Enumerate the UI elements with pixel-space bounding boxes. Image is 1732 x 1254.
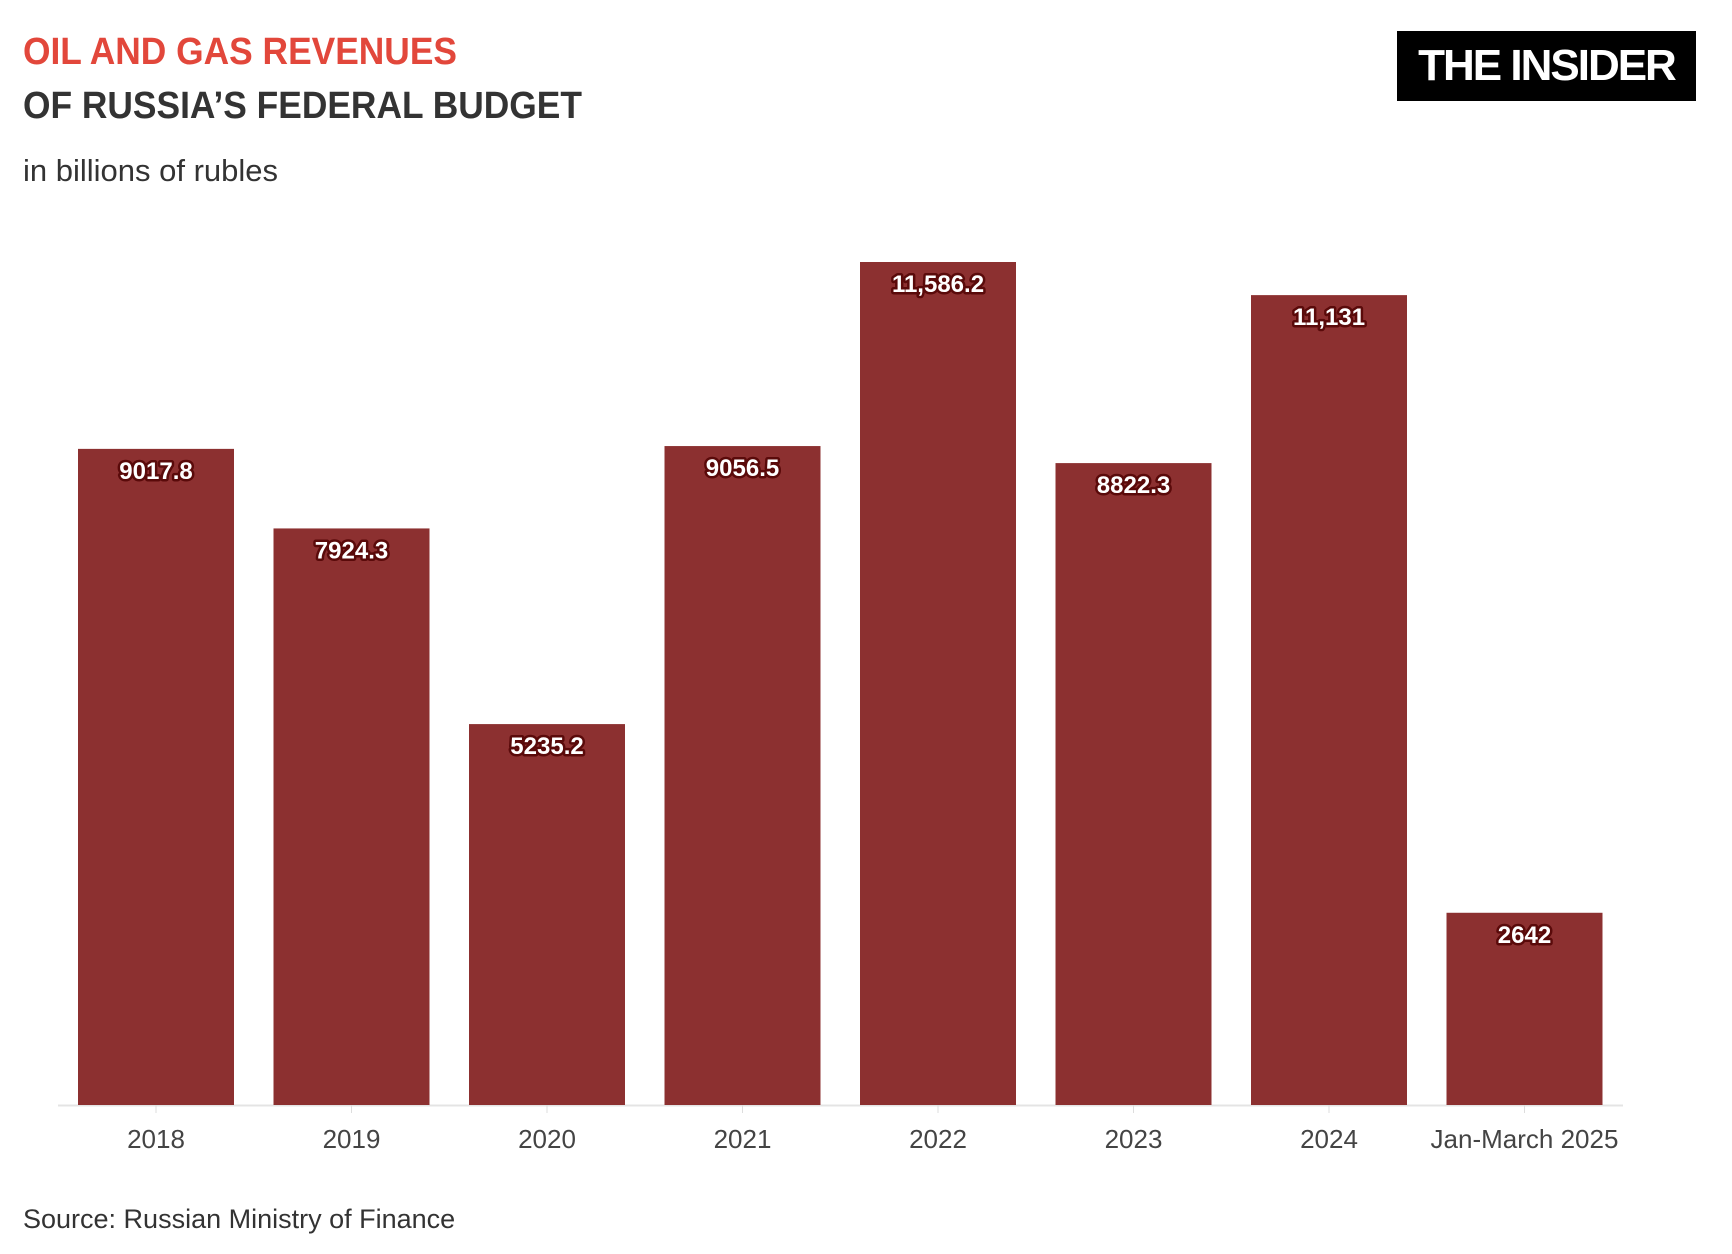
bar-Jan-March 2025 — [1446, 912, 1603, 1105]
data-label: 7924.3 — [315, 537, 388, 564]
chart-title-line2: OF RUSSIA’S FEDERAL BUDGET — [23, 85, 582, 127]
x-tick-label: 2023 — [1105, 1124, 1163, 1154]
bar-2019 — [273, 528, 430, 1105]
x-tick-label: 2020 — [518, 1124, 576, 1154]
bar-2021 — [664, 446, 821, 1106]
x-tick-label: 2018 — [127, 1124, 185, 1154]
x-tick-label: 2022 — [909, 1124, 967, 1154]
data-label: 2642 — [1498, 922, 1551, 949]
source-note: Source: Russian Ministry of Finance — [23, 1204, 456, 1234]
data-label: 8822.3 — [1097, 472, 1170, 499]
bar-2018 — [78, 448, 234, 1105]
data-label: 11,586.2 — [892, 271, 984, 298]
bar-2024 — [1251, 295, 1407, 1105]
data-label: 9056.5 — [706, 455, 779, 482]
data-label: 11,131 — [1293, 304, 1365, 331]
x-tick-label: 2019 — [323, 1124, 381, 1154]
data-label: 5235.2 — [510, 733, 583, 760]
bar-2023 — [1055, 463, 1212, 1105]
chart-title: OIL AND GAS REVENUES — [23, 31, 457, 73]
bar-2022 — [860, 262, 1016, 1105]
bar-2020 — [469, 724, 625, 1105]
x-tick-label: Jan-March 2025 — [1431, 1124, 1619, 1154]
the-insider-logo: THE INSIDER — [1397, 31, 1696, 101]
x-tick-label: 2024 — [1300, 1124, 1358, 1154]
chart-subtitle: in billions of rubles — [23, 153, 279, 188]
data-label: 9017.8 — [119, 458, 192, 485]
x-tick-label: 2021 — [714, 1124, 772, 1154]
